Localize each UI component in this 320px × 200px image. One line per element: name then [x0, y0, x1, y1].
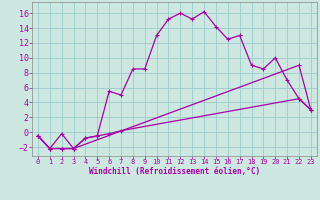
X-axis label: Windchill (Refroidissement éolien,°C): Windchill (Refroidissement éolien,°C) — [89, 167, 260, 176]
